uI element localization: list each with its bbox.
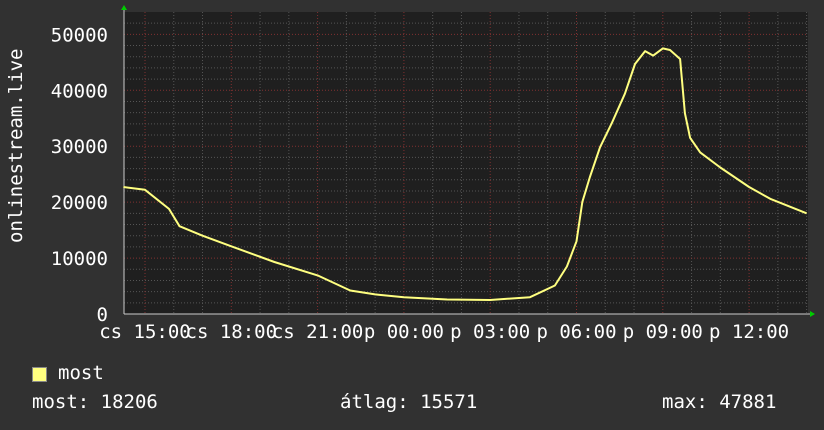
y-axis-arrow-icon xyxy=(121,5,127,10)
y-tick-label: 20000 xyxy=(51,192,108,214)
series-line-most xyxy=(123,47,807,301)
y-tick-label: 40000 xyxy=(51,80,108,102)
x-tick-label: p 12:00 xyxy=(709,321,789,343)
y-tick-label: 50000 xyxy=(51,24,108,46)
x-tick-label: p 03:00 xyxy=(450,321,530,343)
x-tick-label: cs 15:00 xyxy=(99,321,191,343)
legend-swatch-most xyxy=(32,367,47,382)
x-tick-label: p 06:00 xyxy=(536,321,616,343)
legend-label-most: most xyxy=(58,362,104,384)
y-tick-label: 30000 xyxy=(51,136,108,158)
y-tick-label: 10000 xyxy=(51,248,108,270)
y-tick-label: 0 xyxy=(97,304,108,326)
stat-max: max: 47881 xyxy=(662,391,777,413)
x-tick-label: p 00:00 xyxy=(364,321,444,343)
stat-current: most: 18206 xyxy=(32,391,158,413)
x-tick-label: cs 18:00 xyxy=(186,321,278,343)
x-tick-label: p 09:00 xyxy=(623,321,703,343)
x-axis-arrow-icon xyxy=(810,311,815,317)
x-tick-label: cs 21:00 xyxy=(272,321,364,343)
y-axis-label: onlinestream.live xyxy=(5,48,27,243)
plot-area xyxy=(124,12,808,314)
stat-average: átlag: 15571 xyxy=(340,391,478,413)
